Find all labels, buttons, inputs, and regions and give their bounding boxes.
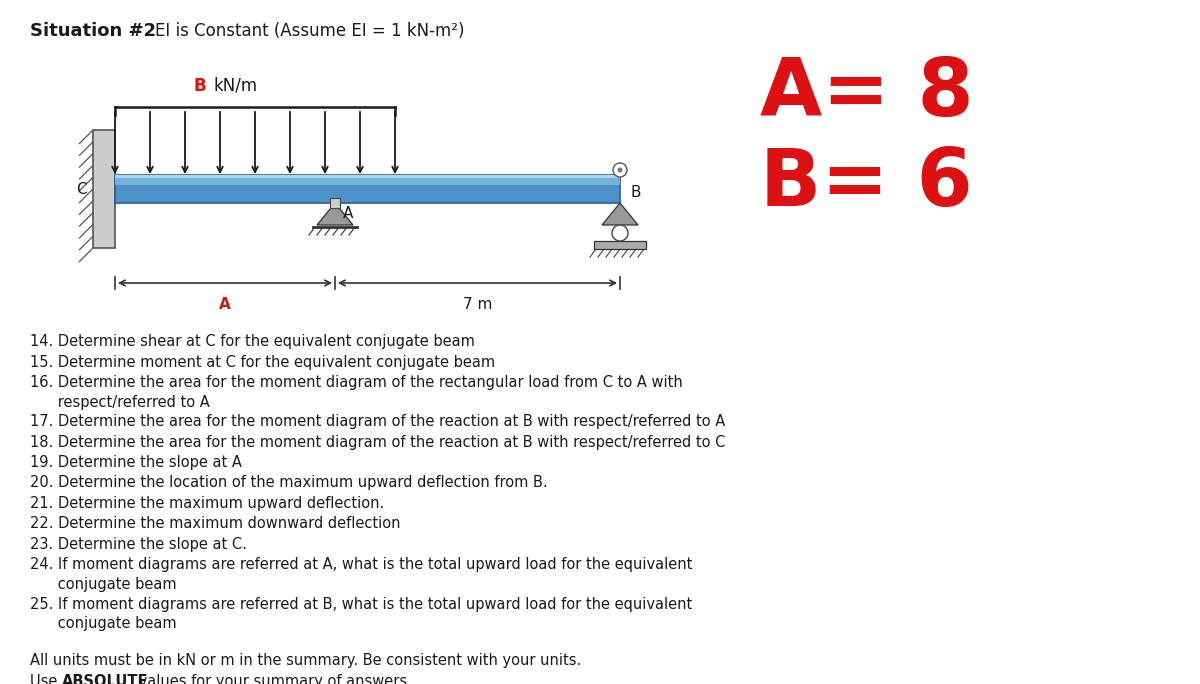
Text: ABSOLUTE: ABSOLUTE: [62, 674, 149, 684]
Text: 18. Determine the area for the moment diagram of the reaction at B with respect/: 18. Determine the area for the moment di…: [30, 434, 725, 449]
Bar: [94, 130, 115, 248]
Text: 7 m: 7 m: [463, 297, 492, 312]
Text: 15. Determine moment at C for the equivalent conjugate beam: 15. Determine moment at C for the equiva…: [30, 354, 496, 369]
Text: values for your summary of answers: values for your summary of answers: [134, 674, 407, 684]
Bar: [594, 241, 646, 249]
Text: B= 6: B= 6: [760, 145, 973, 223]
Bar: [115, 175, 620, 203]
Text: 16. Determine the area for the moment diagram of the rectangular load from C to : 16. Determine the area for the moment di…: [30, 375, 683, 410]
Bar: [330, 198, 340, 208]
Bar: [115, 175, 620, 178]
Text: 19. Determine the slope at A: 19. Determine the slope at A: [30, 455, 242, 470]
Text: 14. Determine shear at C for the equivalent conjugate beam: 14. Determine shear at C for the equival…: [30, 334, 475, 349]
Circle shape: [612, 225, 628, 241]
Text: 21. Determine the maximum upward deflection.: 21. Determine the maximum upward deflect…: [30, 496, 384, 511]
Text: 24. If moment diagrams are referred at A, what is the total upward load for the : 24. If moment diagrams are referred at A…: [30, 557, 692, 592]
Circle shape: [613, 163, 628, 177]
Text: A: A: [220, 297, 230, 312]
Text: kN/m: kN/m: [214, 77, 258, 95]
Text: 22. Determine the maximum downward deflection: 22. Determine the maximum downward defle…: [30, 516, 401, 531]
Text: Situation #2: Situation #2: [30, 22, 156, 40]
Polygon shape: [602, 203, 638, 225]
Text: EI is Constant (Assume EI = 1 kN-m²): EI is Constant (Assume EI = 1 kN-m²): [155, 22, 464, 40]
Text: B: B: [630, 185, 641, 200]
Text: 20. Determine the location of the maximum upward deflection from B.: 20. Determine the location of the maximu…: [30, 475, 547, 490]
Text: 17. Determine the area for the moment diagram of the reaction at B with respect/: 17. Determine the area for the moment di…: [30, 414, 725, 429]
Text: C: C: [77, 181, 88, 196]
Text: All units must be in kN or m in the summary. Be consistent with your units.: All units must be in kN or m in the summ…: [30, 653, 581, 668]
Circle shape: [618, 168, 623, 172]
Polygon shape: [317, 203, 353, 225]
Text: Use: Use: [30, 674, 62, 684]
Text: A= 8: A= 8: [760, 55, 973, 133]
Bar: [115, 175, 620, 185]
Text: 25. If moment diagrams are referred at B, what is the total upward load for the : 25. If moment diagrams are referred at B…: [30, 596, 692, 631]
Text: A: A: [343, 206, 353, 221]
Text: 23. Determine the slope at C.: 23. Determine the slope at C.: [30, 537, 247, 552]
Text: B: B: [193, 77, 206, 95]
